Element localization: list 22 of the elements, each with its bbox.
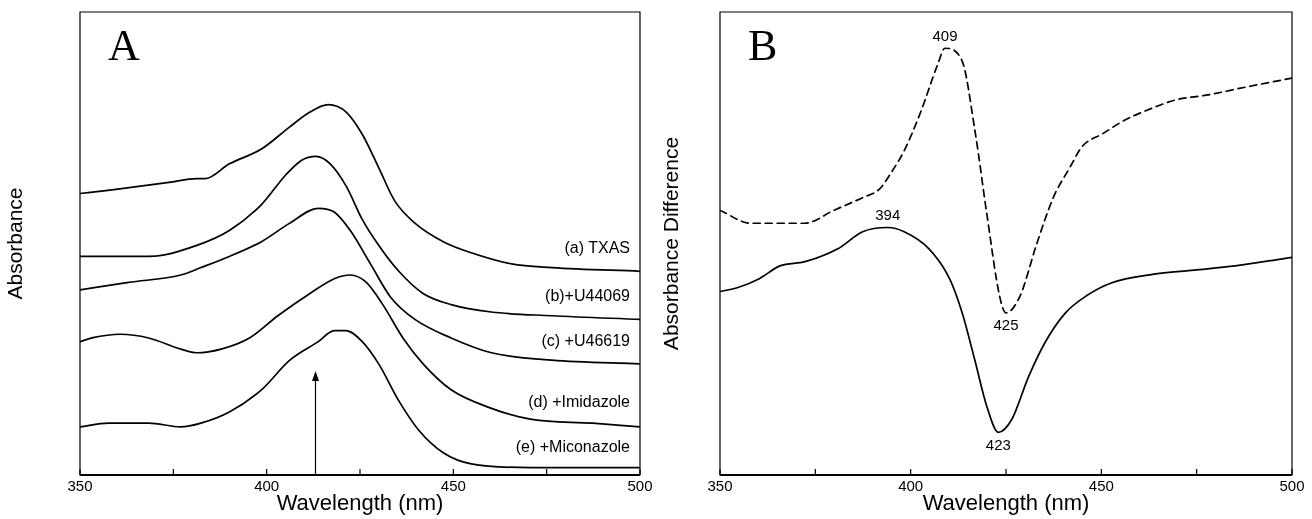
annotation: 409	[932, 26, 958, 44]
chart-title: B	[748, 20, 778, 70]
x-tick-label: 350	[707, 477, 733, 495]
x-tick-label: 450	[440, 477, 466, 495]
x-axis-title: Wavelength (nm)	[922, 489, 1090, 515]
x-tick-label: 500	[1279, 477, 1305, 495]
annotation: 423	[985, 435, 1011, 453]
x-tick-label: 450	[1088, 477, 1114, 495]
annotation: 425	[993, 316, 1019, 334]
chart-title: A	[108, 20, 140, 70]
series-label: (e) +Miconazole	[515, 438, 631, 455]
series-label: (b)+U44069	[545, 287, 631, 305]
x-tick-label: 400	[254, 477, 280, 495]
annotation: 394	[875, 206, 901, 224]
x-tick-label: 400	[898, 477, 924, 495]
series-label: (d) +Imidazole	[528, 392, 631, 410]
x-tick-label: 350	[67, 477, 93, 495]
y-axis-title: Absorbance Difference	[659, 136, 683, 351]
x-tick-label: 500	[627, 477, 653, 495]
series-label: (a) TXAS	[564, 239, 630, 257]
y-axis-title: Absorbance	[3, 187, 27, 300]
series-label: (c) +U46619	[541, 331, 631, 349]
